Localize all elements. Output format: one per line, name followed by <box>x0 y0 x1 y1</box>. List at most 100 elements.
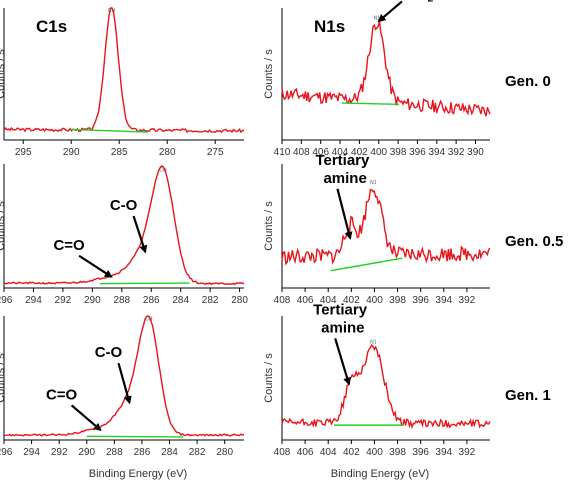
x-tick-label: 404 <box>320 295 337 306</box>
fit-baseline <box>341 102 400 106</box>
fit-baseline <box>330 257 403 272</box>
x-tick-label: 284 <box>161 447 178 458</box>
x-tick-label: 290 <box>78 447 95 458</box>
annotation-arrow <box>377 0 403 23</box>
x-tick-label: 402 <box>343 447 360 458</box>
x-tick-label: 404 <box>332 147 349 158</box>
x-tick-label: 402 <box>343 295 360 306</box>
x-tick-label: 390 <box>467 147 484 158</box>
panel-3: 408 406 404 402 400 398 396 394 392 Counts / s N1T… <box>263 152 491 306</box>
annotation-arrow <box>78 254 113 278</box>
x-tick-label: 400 <box>366 295 383 306</box>
spectrum-line <box>281 344 491 430</box>
x-tick-label: 286 <box>134 447 151 458</box>
x-tick-label: 392 <box>448 147 465 158</box>
panel-1: 410 408 406 404 402 400 398 396 394 392 390 Counts … <box>263 0 491 158</box>
peak-label: CH <box>108 8 116 14</box>
x-tick-label: 406 <box>297 295 314 306</box>
x-axis-title-right: Binding Energy (eV) <box>331 468 429 480</box>
peak-label: N1 <box>374 15 381 21</box>
x-tick-label: 275 <box>207 147 224 158</box>
x-tick-label: 396 <box>409 147 426 158</box>
annotation-arrow <box>132 215 148 254</box>
x-tick-label: 296 <box>0 295 13 306</box>
x-tick-label: 294 <box>25 295 42 306</box>
annotation-label: C=O <box>46 386 78 403</box>
panel-2: 296 294 292 290 288 286 284 282 280 Counts / s CH C… <box>0 164 248 306</box>
x-tick-label: 290 <box>84 295 101 306</box>
x-tick-label: 394 <box>428 147 445 158</box>
spectrum-line <box>4 165 245 286</box>
panel-5: 408 406 404 402 400 398 396 394 392 Counts / s N1T… <box>263 301 491 458</box>
annotation-label: C=O <box>53 237 85 254</box>
x-tick-label: 392 <box>459 447 476 458</box>
annotation-arrow <box>336 188 353 240</box>
fit-baseline <box>99 282 190 285</box>
x-tick-label: 288 <box>113 295 130 306</box>
annotation-arrow <box>334 338 351 386</box>
panel-4: 296 294 292 290 288 286 284 282 280 Counts / s CH C… <box>0 315 245 458</box>
panel-0: 295 290 285 280 275 Counts / s C1s CH <box>0 7 244 158</box>
y-axis-title: Counts / s <box>0 49 7 99</box>
x-tick-label: 294 <box>23 447 40 458</box>
spectrum-line <box>281 188 491 266</box>
x-tick-label: 284 <box>172 295 189 306</box>
annotation-arrow <box>117 362 132 405</box>
x-tick-label: 292 <box>51 447 68 458</box>
x-tick-label: 404 <box>320 447 337 458</box>
x-tick-label: 282 <box>202 295 219 306</box>
fit-baseline <box>70 128 149 133</box>
x-tick-label: 406 <box>297 447 314 458</box>
x-tick-label: 285 <box>111 147 128 158</box>
peak-label: N1 <box>370 339 377 345</box>
x-tick-label: 406 <box>312 147 329 158</box>
panel-title: C1s <box>36 17 67 36</box>
x-tick-label: 398 <box>390 147 407 158</box>
x-tick-label: 400 <box>370 147 387 158</box>
generation-label-0: Gen. 0 <box>505 73 551 90</box>
peak-label: CH <box>159 167 167 173</box>
fit-baseline <box>86 435 184 438</box>
x-tick-label: 286 <box>143 295 160 306</box>
annotation-label: C-O <box>95 344 123 361</box>
y-axis-title: Counts / s <box>263 201 275 251</box>
y-axis-title: Counts / s <box>263 49 275 99</box>
peak-label: N1 <box>370 180 377 186</box>
x-axis-title-left: Binding Energy (eV) <box>89 468 187 480</box>
x-tick-label: 288 <box>106 447 123 458</box>
generation-label-1: Gen. 0.5 <box>505 233 563 250</box>
x-tick-label: 292 <box>55 295 72 306</box>
generation-label-2: Gen. 1 <box>505 387 551 404</box>
peak-label: CH <box>145 316 153 322</box>
x-tick-label: 280 <box>216 447 233 458</box>
x-tick-label: 280 <box>159 147 176 158</box>
x-tick-label: 394 <box>435 447 452 458</box>
x-tick-label: 410 <box>274 147 291 158</box>
x-tick-label: 398 <box>389 295 406 306</box>
x-tick-label: 280 <box>231 295 248 306</box>
annotation-label: C-O <box>110 197 138 214</box>
y-axis-title: Counts / s <box>0 201 7 251</box>
y-axis-title: Counts / s <box>263 353 275 403</box>
spectrum-line <box>4 315 245 437</box>
x-tick-label: 402 <box>351 147 368 158</box>
x-tick-label: 392 <box>459 295 476 306</box>
x-tick-label: 282 <box>189 447 206 458</box>
x-tick-label: 290 <box>63 147 80 158</box>
x-tick-label: 408 <box>274 447 291 458</box>
spectrum-line <box>3 7 244 134</box>
x-tick-label: 295 <box>15 147 32 158</box>
x-tick-label: 396 <box>412 447 429 458</box>
spectrum-line <box>281 20 491 117</box>
x-tick-label: 296 <box>0 447 13 458</box>
panel-title: N1s <box>314 17 345 36</box>
annotation-arrow <box>70 404 102 432</box>
x-tick-label: 398 <box>389 447 406 458</box>
y-axis-title: Counts / s <box>0 353 7 403</box>
annotation-label: Tertiary amine <box>313 301 368 336</box>
x-tick-label: 394 <box>435 295 452 306</box>
x-tick-label: 396 <box>412 295 429 306</box>
annotation-label: NH2 <box>406 0 434 4</box>
annotation-label: Tertiary amine <box>315 152 370 187</box>
